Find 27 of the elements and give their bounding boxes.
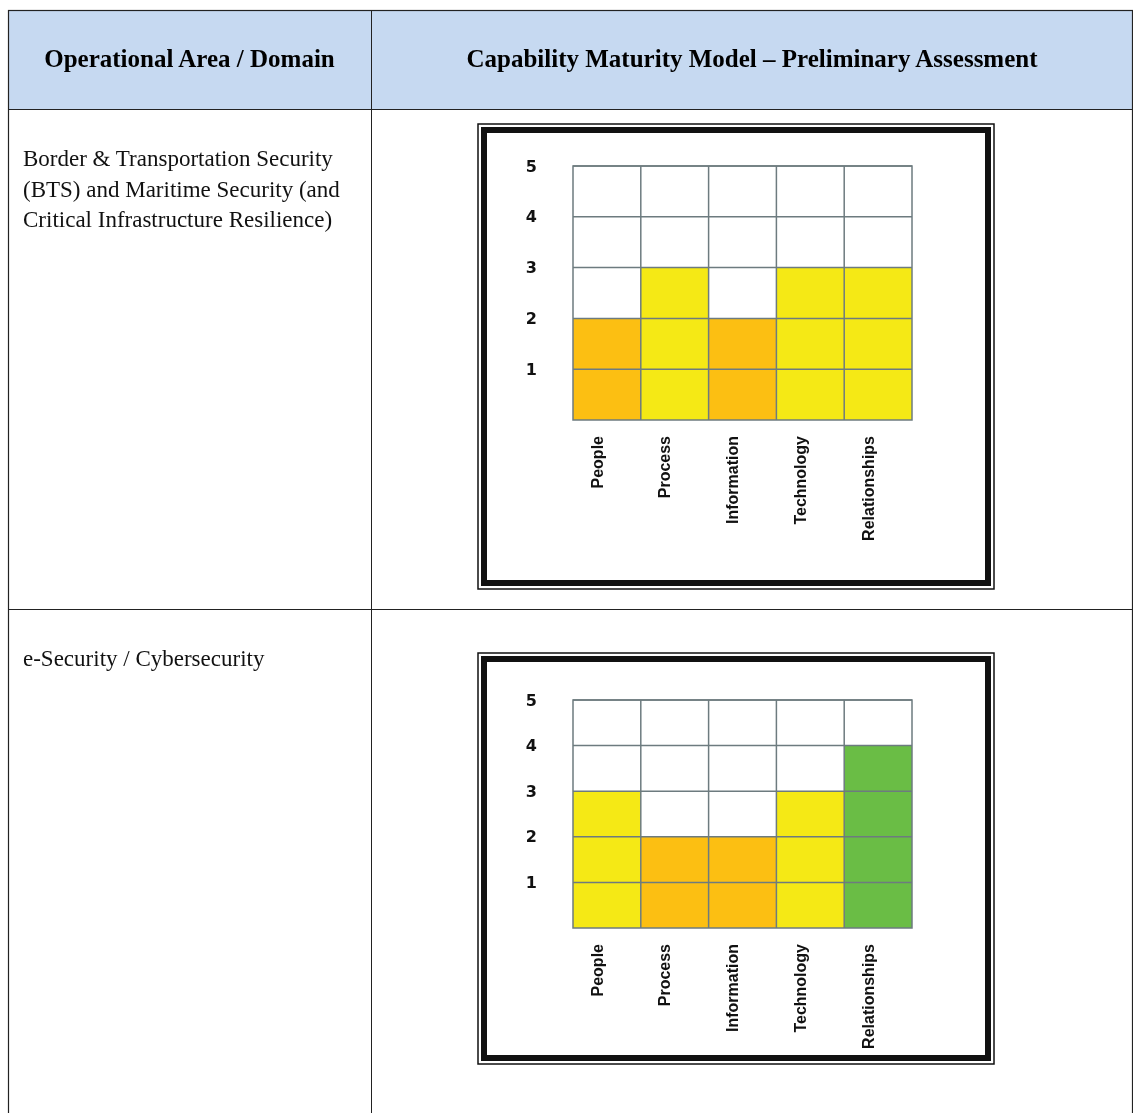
bar bbox=[844, 745, 912, 928]
x-tick-label: People bbox=[588, 943, 606, 997]
x-tick-label: Process bbox=[656, 943, 674, 1007]
x-tick-label: Information bbox=[724, 944, 742, 1032]
x-tick-label: Relationships bbox=[859, 943, 877, 1049]
x-tick-label: Information bbox=[724, 436, 742, 524]
text: Operational Area / Domain bbox=[44, 45, 335, 72]
y-tick-label: 2 bbox=[525, 309, 537, 329]
x-tick-label: Technology bbox=[791, 943, 809, 1033]
x-tick-label: Process bbox=[656, 435, 674, 499]
y-tick-label: 5 bbox=[525, 690, 537, 710]
y-tick-label: 2 bbox=[525, 827, 537, 847]
y-tick-label: 1 bbox=[525, 873, 537, 893]
y-tick-label: 3 bbox=[525, 258, 537, 278]
y-tick-label: 3 bbox=[525, 781, 537, 801]
x-tick-label: Technology bbox=[791, 435, 809, 525]
x-tick-label: Relationships bbox=[859, 435, 877, 541]
y-tick-label: 4 bbox=[525, 207, 537, 227]
bar bbox=[776, 791, 845, 928]
y-tick-label: 4 bbox=[525, 736, 537, 756]
y-tick-label: 5 bbox=[525, 156, 537, 176]
text: e-Security / Cybersecurity bbox=[23, 646, 265, 671]
text: Capability Maturity Model – Preliminary Assessment bbox=[466, 45, 1039, 72]
y-tick-label: 1 bbox=[525, 359, 537, 379]
bar bbox=[573, 791, 641, 928]
x-tick-label: People bbox=[588, 435, 606, 489]
text: Border & Transportation Security (BTS) and Maritime Security (and Critical Infrastructure Resilience) bbox=[23, 146, 341, 233]
